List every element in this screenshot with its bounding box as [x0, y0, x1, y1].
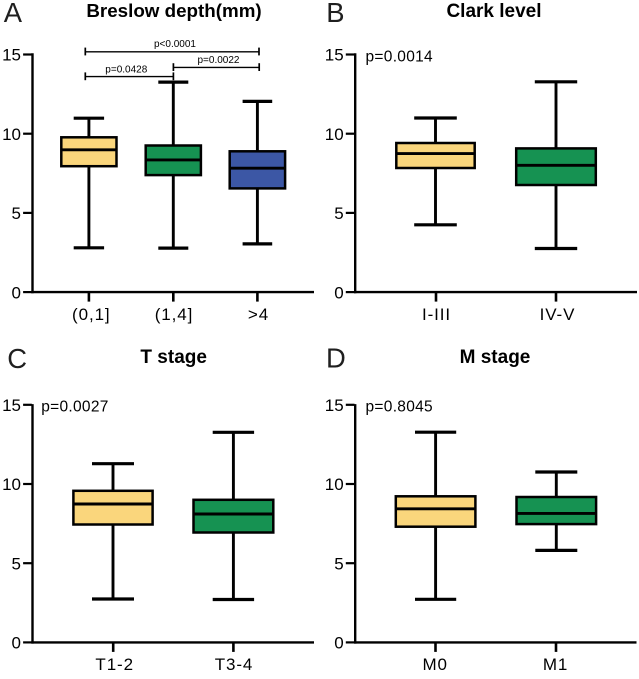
svg-text:M1: M1 — [543, 655, 568, 674]
svg-text:10: 10 — [2, 125, 21, 144]
svg-text:IV-V: IV-V — [540, 305, 576, 324]
svg-text:p=0.0014: p=0.0014 — [366, 48, 434, 65]
svg-text:5: 5 — [334, 204, 343, 223]
svg-text:0: 0 — [12, 634, 21, 653]
svg-text:Clark level: Clark level — [446, 1, 541, 22]
svg-text:C: C — [7, 343, 27, 374]
svg-text:B: B — [326, 0, 344, 28]
svg-text:5: 5 — [334, 554, 343, 573]
svg-text:0: 0 — [334, 634, 343, 653]
svg-text:5: 5 — [12, 554, 21, 573]
svg-text:>4: >4 — [248, 305, 269, 324]
svg-text:(1,4]: (1,4] — [155, 305, 194, 324]
svg-text:M stage: M stage — [460, 347, 531, 368]
svg-text:0: 0 — [334, 283, 343, 302]
svg-text:10: 10 — [2, 475, 21, 494]
svg-text:p=0.0027: p=0.0027 — [41, 399, 108, 416]
svg-text:(0,1]: (0,1] — [72, 305, 111, 324]
svg-text:p=0.0022: p=0.0022 — [198, 55, 240, 66]
svg-text:A: A — [4, 0, 23, 28]
svg-text:T1-2: T1-2 — [95, 655, 134, 674]
svg-text:15: 15 — [2, 46, 21, 65]
svg-text:D: D — [326, 343, 346, 374]
svg-text:15: 15 — [2, 396, 21, 415]
svg-text:15: 15 — [325, 46, 344, 65]
svg-text:15: 15 — [325, 396, 344, 415]
svg-text:I-III: I-III — [422, 305, 451, 324]
svg-text:10: 10 — [325, 475, 344, 494]
svg-text:5: 5 — [12, 204, 21, 223]
svg-text:T stage: T stage — [140, 347, 207, 368]
svg-text:p=0.8045: p=0.8045 — [366, 399, 433, 416]
svg-text:Breslow depth(mm): Breslow depth(mm) — [86, 0, 261, 21]
svg-text:10: 10 — [325, 125, 344, 144]
svg-text:T3-4: T3-4 — [215, 655, 254, 674]
svg-text:p<0.0001: p<0.0001 — [154, 39, 196, 50]
svg-text:M0: M0 — [422, 655, 447, 674]
svg-text:0: 0 — [12, 283, 21, 302]
svg-text:p=0.0428: p=0.0428 — [105, 64, 147, 75]
